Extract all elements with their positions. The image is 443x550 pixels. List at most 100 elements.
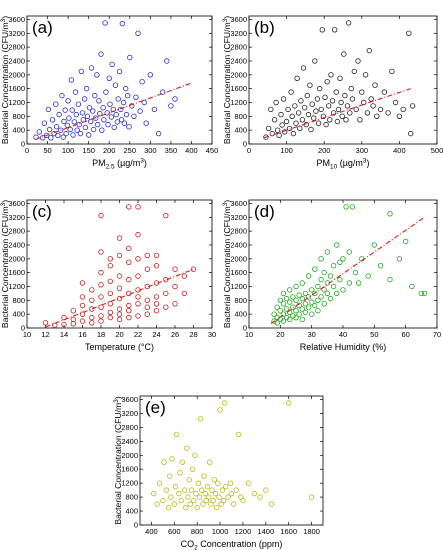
data-point — [366, 47, 372, 54]
data-point — [181, 273, 187, 279]
data-point — [343, 117, 349, 123]
data-point — [133, 94, 139, 100]
data-point — [315, 283, 321, 290]
data-point — [61, 118, 67, 125]
data-point — [312, 266, 318, 272]
data-point — [346, 280, 352, 286]
data-point — [321, 301, 327, 307]
data-point — [370, 103, 376, 109]
x-tick-label: 70 — [433, 330, 441, 339]
data-point — [135, 256, 141, 262]
y-tick-label: 3200 — [230, 213, 247, 222]
data-point — [99, 127, 105, 133]
data-point — [85, 132, 92, 138]
y-tick-label: 3200 — [8, 29, 25, 38]
data-point — [290, 313, 296, 319]
data-point — [171, 501, 177, 507]
data-point — [421, 290, 428, 297]
data-point — [280, 311, 287, 317]
x-tick-label: 18 — [97, 330, 105, 339]
data-point — [293, 314, 299, 321]
data-point — [116, 68, 123, 75]
x-tick-label: 1200 — [235, 527, 252, 536]
data-point — [150, 490, 157, 497]
data-point — [330, 263, 337, 269]
data-point — [201, 473, 207, 479]
data-point — [61, 314, 67, 321]
data-point — [327, 273, 334, 279]
x-tick-label: 60 — [401, 330, 409, 339]
data-point — [98, 294, 104, 300]
data-point — [115, 96, 121, 102]
data-point — [63, 130, 69, 137]
data-point — [334, 118, 341, 125]
data-point — [221, 400, 228, 406]
data-point — [334, 242, 340, 248]
data-point — [274, 304, 280, 310]
data-point — [87, 118, 94, 125]
data-point — [340, 287, 346, 293]
data-point — [271, 117, 278, 123]
data-point — [308, 494, 315, 500]
data-point — [381, 89, 388, 95]
data-point — [213, 504, 220, 511]
data-point — [109, 61, 115, 68]
data-point — [268, 501, 275, 507]
data-point — [116, 311, 123, 317]
data-point — [196, 494, 203, 500]
y-tick-label: 1600 — [230, 84, 247, 93]
data-point — [89, 306, 95, 312]
data-point — [65, 98, 71, 104]
data-point — [337, 276, 343, 283]
data-point — [113, 111, 119, 118]
data-point — [79, 302, 86, 309]
data-point — [245, 480, 252, 486]
y-tick-label: 2400 — [8, 56, 25, 65]
data-point — [225, 494, 231, 500]
data-point — [324, 78, 330, 85]
data-point — [135, 273, 141, 279]
chart-panel-2: 0 100 200 300 400 500 0 400 800 1200 1600 2000 2400 2… — [222, 15, 443, 171]
data-point — [52, 322, 58, 328]
data-point — [172, 96, 178, 102]
data-point — [131, 113, 137, 119]
data-point — [343, 204, 349, 210]
data-point — [68, 77, 75, 83]
x-tick-label: 150 — [82, 146, 95, 155]
data-point — [160, 497, 166, 504]
data-point — [94, 72, 100, 78]
data-point — [178, 497, 184, 504]
data-point — [70, 316, 76, 323]
y-tick-label: 800 — [234, 296, 247, 305]
data-point — [179, 459, 185, 465]
data-point — [290, 130, 297, 137]
y-tick-label: 2400 — [230, 240, 247, 249]
data-point — [39, 135, 46, 141]
data-point — [406, 30, 412, 36]
data-point — [190, 266, 197, 272]
data-point — [349, 204, 356, 210]
data-point — [287, 287, 293, 293]
panel-label: (e) — [145, 398, 166, 417]
y-tick-label: 400 — [125, 507, 138, 516]
data-point — [330, 110, 337, 116]
data-point — [107, 301, 113, 307]
data-point — [286, 125, 293, 132]
data-point — [202, 490, 208, 497]
data-point — [280, 318, 287, 324]
data-point — [173, 431, 180, 438]
data-point — [408, 130, 414, 137]
data-point — [344, 103, 351, 109]
data-point — [288, 89, 294, 95]
data-point — [98, 212, 104, 219]
data-point — [227, 480, 234, 486]
y-axis-label: Bacterial Concentration (CFU/m3) — [0, 200, 10, 328]
data-point — [207, 459, 213, 465]
data-point — [116, 285, 123, 291]
data-point — [271, 311, 277, 317]
data-point — [75, 101, 82, 107]
data-point — [329, 98, 336, 104]
y-tick-label: 800 — [12, 112, 25, 121]
data-point — [104, 110, 110, 116]
data-point — [326, 103, 332, 109]
